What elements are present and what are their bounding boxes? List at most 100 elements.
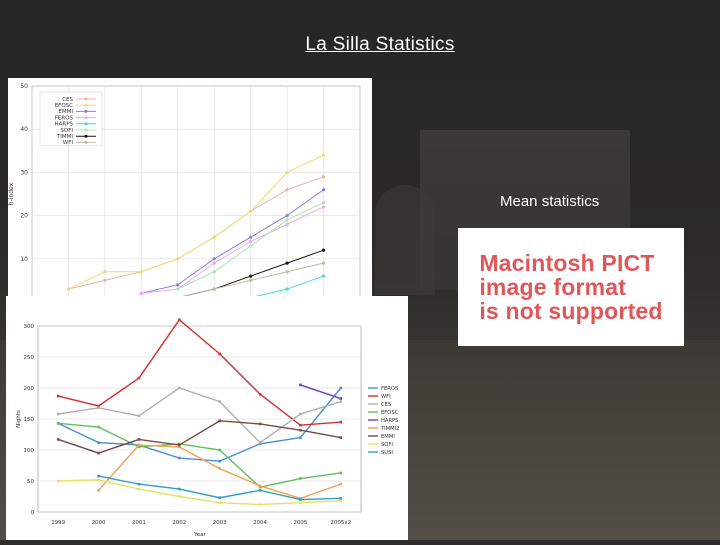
data-point [66,287,71,291]
unsupported-image-placeholder: Macintosh PICT image format is not suppo… [458,228,684,346]
data-point [299,436,302,439]
legend-marker [84,128,88,132]
data-point [56,479,60,483]
telescope-dome [375,185,435,295]
data-point [176,257,180,261]
series-line-efosc [68,154,324,290]
series-line-harps [300,384,342,400]
legend-label: CES [381,402,391,408]
data-point [97,406,100,410]
data-point [97,441,100,444]
data-point [212,287,216,291]
data-point [178,456,181,460]
series-line-efosc [58,422,341,488]
data-point [56,394,60,398]
data-point [285,287,289,291]
x-tick-label: 1999 [51,520,65,526]
legend-marker [84,109,88,113]
data-point [321,205,326,209]
data-point [285,270,289,274]
data-point [258,484,262,488]
data-point [299,477,302,480]
y-tick-label: 40 [20,126,28,133]
data-point [258,422,262,426]
y-tick-label: 20 [20,213,28,220]
data-point [178,487,181,491]
series-line-feros [57,387,342,462]
data-point [258,503,262,506]
data-point [139,291,143,295]
data-point [137,487,141,491]
data-point [321,274,326,278]
data-point [285,222,289,226]
slide-title: La Silla Statistics [305,34,455,55]
data-point [339,497,343,500]
data-point [178,445,181,449]
data-point [258,489,262,492]
data-point [218,352,221,356]
nights-chart: 0 50 100 150 200 250 300 1999 2000 2001 2002 2003 20… [6,296,408,540]
series-line-emmi [57,420,341,454]
h-index-chart: 1998199920002001200220032004200520062007… [8,78,372,316]
data-point [218,467,221,470]
data-point [97,404,100,408]
y-tick-label: 100 [24,448,35,454]
data-point [176,283,180,287]
data-point [299,423,302,427]
data-point [339,499,343,503]
data-point [249,244,253,248]
legend-marker [84,103,88,107]
legend-label: HARPS [381,418,398,424]
legend-label: EMMI [381,434,395,440]
data-point [218,501,221,504]
legend-label: WFI [381,394,391,400]
legend-label: EFOSC [55,103,73,109]
legend-label: TIMMI [56,134,73,140]
legend-label: SOFI [381,442,393,448]
legend-label: EMMI [58,109,73,115]
x-axis-label: Year [193,532,206,538]
data-point [299,383,302,387]
data-point [285,218,289,222]
data-point [339,471,343,475]
data-point [339,420,343,424]
series-line-ces [58,387,342,444]
x-tick-label: 2001 [132,520,146,526]
data-point [249,278,253,282]
data-point [97,489,100,492]
legend-label: TIMMI2 [380,426,399,432]
data-point [321,153,326,157]
data-point [339,400,343,403]
y-tick-label: 50 [20,83,28,90]
data-point [137,445,141,449]
data-point [339,436,343,439]
data-point [218,496,221,500]
data-point [178,495,181,498]
data-point [137,482,141,486]
x-tick-label: 2000 [92,520,106,526]
legend-label: SOFI [60,128,73,134]
y-axis-label: h-index [8,182,15,205]
h-index-chart-svg: 1998199920002001200220032004200520062007… [8,83,368,315]
data-point [285,261,289,265]
data-point [339,397,343,400]
data-point [56,422,60,425]
legend-label: FEROS [381,386,398,392]
pict-message: Macintosh PICT image format is not suppo… [479,250,663,324]
data-point [56,438,60,441]
legend-marker [84,122,88,126]
data-point [339,482,343,486]
data-point [285,170,289,174]
data-point [218,419,221,423]
data-point [97,478,100,482]
y-tick-label: 200 [24,386,35,392]
data-point [258,392,262,396]
series-line-emmi [141,189,324,294]
data-point [103,270,107,274]
y-axis-label: Nights [16,410,22,428]
y-tick-label: 50 [27,479,34,485]
legend-label: EFOSC [381,410,399,416]
data-point [299,412,302,416]
data-point [258,441,262,444]
data-point [299,501,302,504]
